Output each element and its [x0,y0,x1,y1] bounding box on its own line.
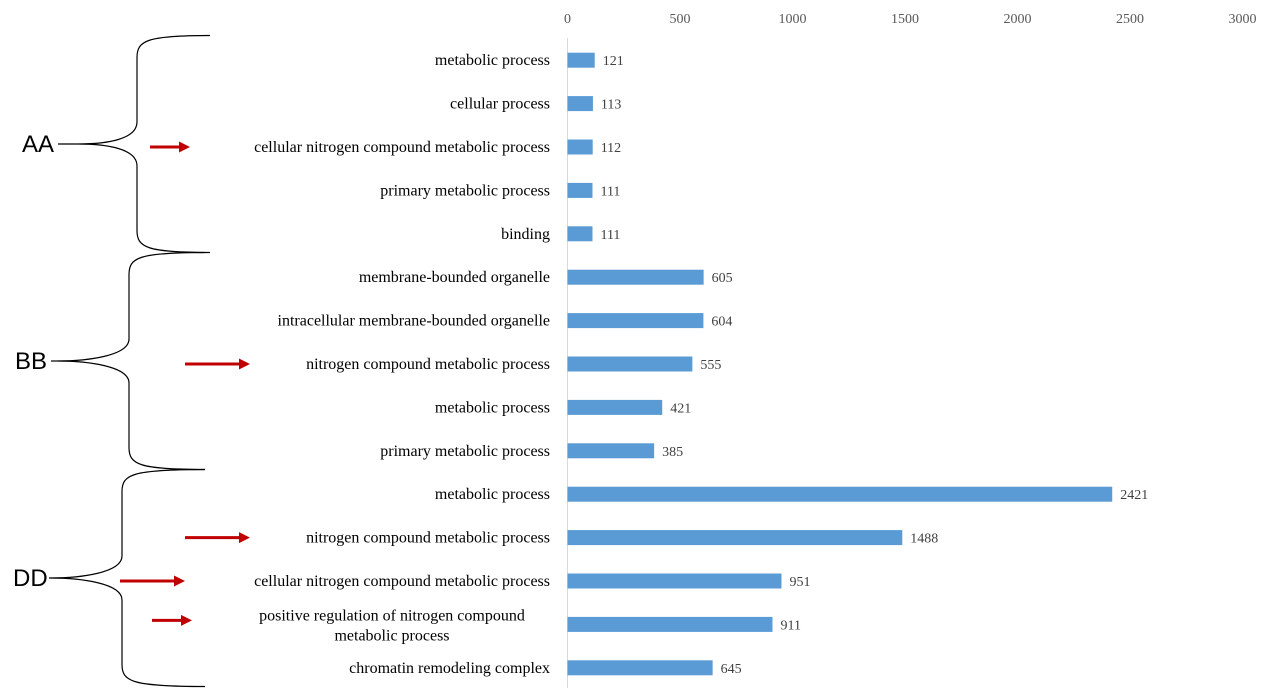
x-tick-label: 3000 [1229,12,1257,27]
category-labels: metabolic process cellular process cellula… [254,52,550,677]
x-tick-label: 0 [564,12,571,27]
category-label: membrane-bounded organelle [359,269,550,286]
data-label: 1488 [910,532,938,547]
category-label: chromatin remodeling complex [349,660,550,677]
bar [567,616,773,632]
x-tick-label: 1000 [779,12,807,27]
bar [567,443,655,459]
x-tick-label: 2500 [1116,12,1144,27]
red-arrow-head-icon [174,575,185,587]
bar [567,226,593,242]
category-label: nitrogen compound metabolic process [306,356,550,373]
group-label: AA [22,131,54,158]
data-label: 645 [721,662,742,677]
red-arrow-head-icon [239,358,250,370]
group-brace [77,34,211,254]
bars [567,52,1113,676]
data-label: 605 [712,271,733,286]
category-label: metabolic process [435,399,550,416]
red-arrow-head-icon [179,141,190,153]
data-label: 112 [601,141,621,156]
bar [567,269,704,285]
bar [567,182,593,198]
group-brace [56,251,206,471]
category-label: intracellular membrane-bounded organelle [278,313,550,330]
bar [567,313,704,329]
data-label: 111 [600,228,620,243]
data-label: 604 [711,315,732,330]
category-label: primary metabolic process [380,182,550,199]
highlight-arrows [120,141,250,626]
data-label: 421 [670,401,691,416]
bar [567,573,782,589]
category-label: cellular nitrogen compound metabolic pro… [254,573,550,590]
bar [567,139,593,155]
category-label: cellular nitrogen compound metabolic pro… [254,139,550,156]
bar [567,96,593,112]
data-label: 113 [601,98,621,113]
category-label: positive regulation of nitrogen compound… [259,607,525,644]
red-arrow-head-icon [181,614,192,626]
group-label: BB [15,348,47,375]
data-labels: 121 113 112 111 111 605 604 555 421 385 2421 1488 95… [600,54,1148,677]
data-label: 385 [662,445,683,460]
bar [567,356,693,372]
bar [567,530,903,546]
x-axis-ticks: 0 500 1000 1500 2000 2500 3000 [564,12,1257,27]
data-label: 2421 [1120,488,1148,503]
data-label: 121 [603,54,624,69]
group-label: DD [13,565,48,592]
category-label: primary metabolic process [380,443,550,460]
category-label: cellular process [450,96,550,113]
category-label: metabolic process [435,486,550,503]
group-braces: AA BB DD [13,34,211,688]
data-label: 951 [789,575,810,590]
x-tick-label: 1500 [891,12,919,27]
category-label: binding [501,226,550,243]
bar [567,399,663,415]
data-label: 555 [700,358,721,373]
group-brace [49,468,206,688]
bar [567,660,713,676]
data-label: 911 [780,618,800,633]
bar [567,486,1113,502]
category-label: nitrogen compound metabolic process [306,530,550,547]
bar [567,52,595,68]
data-label: 111 [600,184,620,199]
x-tick-label: 2000 [1004,12,1032,27]
category-label: metabolic process [435,52,550,69]
x-tick-label: 500 [670,12,691,27]
red-arrow-head-icon [239,532,250,544]
